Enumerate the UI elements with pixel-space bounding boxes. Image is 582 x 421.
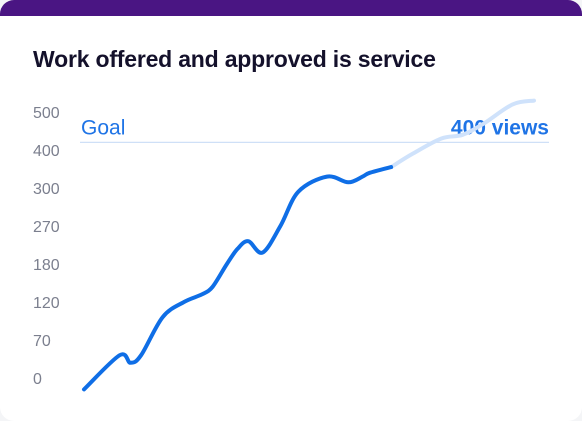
goal-value-label: 400 views	[451, 116, 549, 139]
y-tick-label: 270	[33, 219, 60, 236]
y-tick-label: 0	[33, 371, 42, 388]
y-tick-label: 70	[33, 333, 51, 350]
y-tick-label: 500	[33, 105, 60, 122]
y-tick-label: 120	[33, 295, 60, 312]
y-tick-label: 400	[33, 143, 60, 160]
y-tick-label: 180	[33, 257, 60, 274]
y-axis-ticks: 0 70 120 180 270 300 400 500	[33, 105, 60, 388]
y-tick-label: 300	[33, 181, 60, 198]
goal-label: Goal	[81, 116, 125, 139]
series-group	[82, 98, 536, 392]
projected-series-line	[389, 98, 536, 170]
actual-series-line	[82, 165, 394, 392]
header-bar	[0, 0, 582, 16]
chart-title: Work offered and approved is service	[33, 46, 436, 72]
